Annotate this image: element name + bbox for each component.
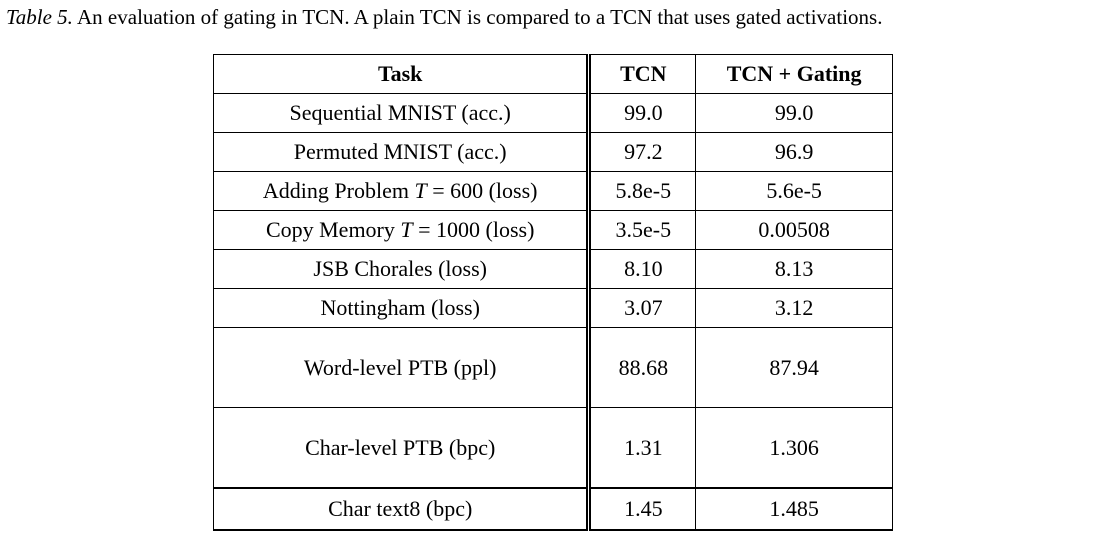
task-text: = 600 (loss) [426, 178, 538, 203]
tcn-cell: 97.2 [588, 132, 697, 172]
tcn-cell: 8.10 [588, 249, 697, 289]
gating-cell: 0.00508 [695, 210, 893, 250]
table-row: Char text8 (bpc) 1.45 1.485 [212, 487, 893, 531]
task-cell: Char text8 (bpc) [212, 487, 592, 531]
task-cell: Char-level PTB (bpc) [212, 407, 592, 489]
task-text: Adding Problem [262, 178, 415, 203]
gating-cell: 1.485 [695, 487, 893, 531]
task-text: Copy Memory [265, 217, 401, 242]
tcn-cell: 3.5e-5 [588, 210, 697, 250]
tcn-cell: 99.0 [588, 93, 697, 133]
gating-cell: 96.9 [695, 132, 893, 172]
tcn-cell: 5.8e-5 [588, 171, 697, 211]
table-row: Copy Memory T = 1000 (loss) 3.5e-5 0.005… [212, 210, 893, 250]
table-row: Char-level PTB (bpc) 1.31 1.306 [212, 407, 893, 489]
gating-cell: 3.12 [695, 288, 893, 328]
gating-cell: 8.13 [695, 249, 893, 289]
task-variable: T [414, 178, 427, 203]
task-cell: Copy Memory T = 1000 (loss) [212, 210, 592, 250]
header-task: Task [212, 54, 592, 94]
gating-cell: 1.306 [695, 407, 893, 489]
task-cell: Permuted MNIST (acc.) [212, 132, 592, 172]
caption-label: Table 5. [6, 5, 73, 29]
results-table: Task TCN TCN + Gating Sequential MNIST (… [212, 54, 893, 531]
gating-cell: 99.0 [695, 93, 893, 133]
table-caption: Table 5. An evaluation of gating in TCN.… [6, 4, 882, 30]
task-variable: T [400, 217, 413, 242]
tcn-cell: 3.07 [588, 288, 697, 328]
tcn-cell: 1.31 [588, 407, 697, 489]
task-cell: Nottingham (loss) [212, 288, 592, 328]
tcn-cell: 88.68 [588, 327, 697, 408]
task-cell: Adding Problem T = 600 (loss) [212, 171, 592, 211]
gating-cell: 5.6e-5 [695, 171, 893, 211]
task-cell: Sequential MNIST (acc.) [212, 93, 592, 133]
table-row: Adding Problem T = 600 (loss) 5.8e-5 5.6… [212, 171, 893, 211]
table-row: Word-level PTB (ppl) 88.68 87.94 [212, 327, 893, 408]
table-row: Nottingham (loss) 3.07 3.12 [212, 288, 893, 328]
header-tcn-gating: TCN + Gating [695, 54, 893, 94]
gating-cell: 87.94 [695, 327, 893, 408]
task-cell: Word-level PTB (ppl) [212, 327, 592, 408]
task-cell: JSB Chorales (loss) [212, 249, 592, 289]
task-text: = 1000 (loss) [412, 217, 535, 242]
tcn-cell: 1.45 [588, 487, 697, 531]
table-row: JSB Chorales (loss) 8.10 8.13 [212, 249, 893, 289]
table-row: Permuted MNIST (acc.) 97.2 96.9 [212, 132, 893, 172]
table-header-row: Task TCN TCN + Gating [212, 54, 893, 94]
header-tcn: TCN [588, 54, 697, 94]
caption-text: An evaluation of gating in TCN. A plain … [77, 5, 883, 29]
table-row: Sequential MNIST (acc.) 99.0 99.0 [212, 93, 893, 133]
